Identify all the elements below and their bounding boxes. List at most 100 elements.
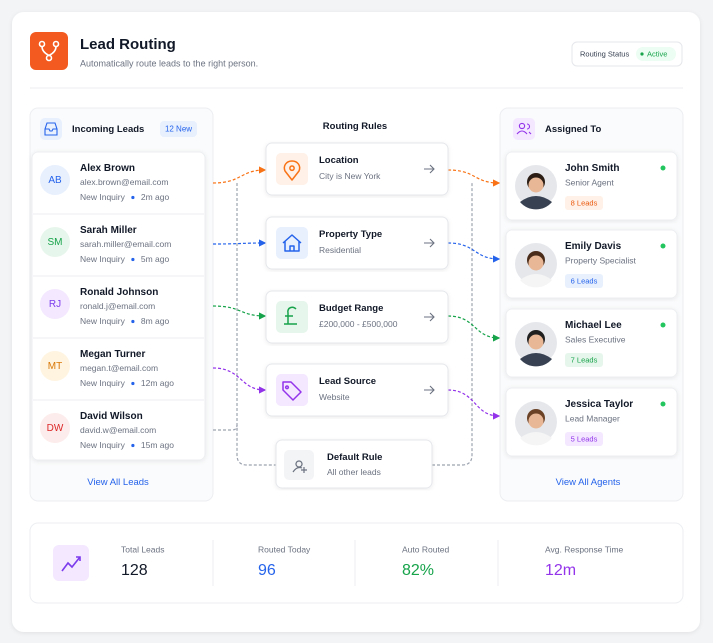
connector [212, 305, 267, 320]
rule-title: Lead Source [319, 376, 376, 387]
lead-avatar [40, 351, 70, 381]
lead-email: megan.t@email.com [80, 363, 158, 373]
rule-detail: Website [319, 392, 350, 402]
online-dot [660, 401, 666, 407]
lead-name[interactable]: Alex Brown [80, 163, 135, 174]
lead-count: 8 Leads [571, 198, 598, 207]
inbox-icon [40, 118, 62, 140]
connector [212, 166, 267, 184]
online-dot [660, 322, 666, 328]
arrow-icon [424, 164, 435, 174]
lead-initials: AB [48, 175, 62, 186]
lead-email: sarah.miller@email.com [80, 239, 171, 249]
rule-detail: £200,000 - £500,000 [319, 319, 398, 329]
agent-name[interactable]: John Smith [565, 163, 619, 174]
rule-icon [276, 153, 308, 185]
connector [212, 367, 267, 394]
agent-name[interactable]: Jessica Taylor [565, 399, 633, 410]
bullet [131, 443, 135, 448]
rule-card[interactable] [265, 363, 449, 417]
lead-status: New Inquiry [80, 192, 126, 202]
lead-initials: SM [48, 237, 63, 248]
header-icon [30, 32, 68, 70]
new-count: 12 New [165, 125, 192, 134]
agent-body [520, 274, 552, 288]
agent-role: Senior Agent [565, 177, 614, 187]
rule-glyph [283, 160, 301, 181]
active-badge [636, 47, 676, 61]
bullet [131, 319, 135, 324]
lead-email: alex.brown@email.com [80, 177, 168, 187]
lead-initials: MT [48, 361, 62, 372]
panel-title: Assigned To [545, 124, 601, 135]
lead-initials: DW [47, 423, 64, 434]
lead-email: ronald.j@email.com [80, 301, 155, 311]
stat-value: 128 [121, 562, 148, 579]
rule-card[interactable] [265, 216, 449, 270]
rule-icon [276, 374, 308, 406]
stats-icon [53, 545, 89, 581]
lead-list [31, 151, 206, 461]
arrow-icon [424, 312, 435, 322]
agent-face [528, 413, 544, 429]
rule-title: Default Rule [327, 452, 382, 463]
connector [447, 315, 501, 342]
lead-initials: RJ [49, 299, 61, 310]
stat-value: 82% [402, 562, 434, 579]
lead-time: 12m ago [141, 378, 174, 388]
lead-time: 8m ago [141, 316, 170, 326]
lead-name[interactable]: Sarah Miller [80, 225, 137, 236]
agent-face [528, 334, 544, 350]
connector [212, 239, 267, 247]
agents-icon [513, 118, 535, 140]
people-glyph [516, 122, 532, 135]
view-all-agents[interactable]: View All Agents [556, 477, 621, 488]
connector [432, 183, 473, 466]
stat-label: Routed Today [258, 544, 311, 554]
lead-time: 15m ago [141, 440, 174, 450]
lead-count-badge [565, 432, 603, 446]
active-dot [640, 52, 644, 56]
agent-role: Property Specialist [565, 255, 637, 265]
rule-title: Budget Range [319, 303, 383, 314]
route-glyph [38, 40, 60, 62]
lead-name[interactable]: Megan Turner [80, 349, 145, 360]
lead-status: New Inquiry [80, 378, 126, 388]
arrow-icon [424, 238, 435, 248]
lead-time: 5m ago [141, 254, 170, 264]
agent-role: Lead Manager [565, 413, 620, 423]
stat-value: 96 [258, 562, 276, 579]
lead-avatar [40, 413, 70, 443]
bullet [131, 381, 135, 386]
rule-card[interactable] [275, 439, 433, 489]
page-title: Lead Routing [80, 36, 176, 53]
page-subtitle: Automatically route leads to the right p… [80, 58, 258, 68]
rule-detail: City is New York [319, 171, 381, 181]
panel-title: Incoming Leads [72, 124, 144, 135]
lead-avatar [40, 165, 70, 195]
lead-name[interactable]: David Wilson [80, 411, 143, 422]
lead-name[interactable]: Ronald Johnson [80, 287, 158, 298]
status-label: Routing Status [580, 49, 629, 58]
rule-card[interactable] [265, 142, 449, 196]
lead-count-badge [565, 274, 603, 288]
agent-face [528, 255, 544, 271]
stats-panel [29, 522, 684, 604]
bullet [131, 257, 135, 262]
lead-count-badge [565, 196, 603, 210]
agent-role: Sales Executive [565, 334, 626, 344]
agent-body [520, 432, 552, 446]
stat-label: Avg. Response Time [545, 544, 624, 554]
rule-glyph [284, 306, 297, 325]
status-value: Active [647, 49, 667, 58]
lead-count: 6 Leads [571, 276, 598, 285]
agent-name[interactable]: Emily Davis [565, 241, 622, 252]
view-all-leads[interactable]: View All Leads [87, 477, 149, 488]
rule-card[interactable] [265, 290, 449, 344]
trend-arrow [76, 556, 81, 561]
rule-detail: All other leads [327, 467, 381, 477]
rule-glyph [282, 381, 302, 401]
agent-name[interactable]: Michael Lee [565, 320, 622, 331]
inbox-glyph [44, 122, 58, 136]
